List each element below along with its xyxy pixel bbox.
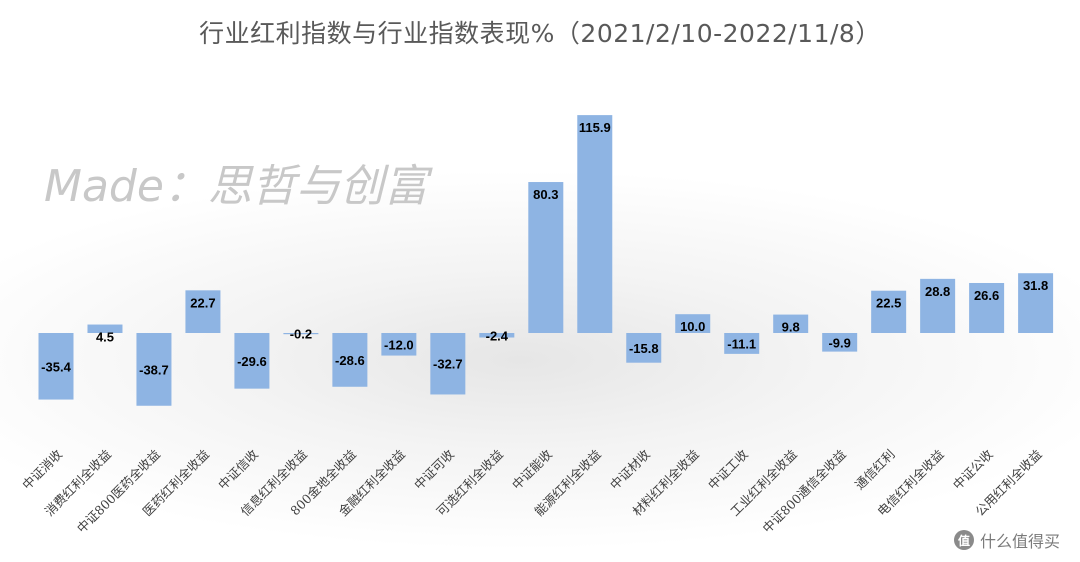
data-label-16: 9.8 bbox=[782, 320, 800, 335]
data-label-2: 4.5 bbox=[96, 330, 114, 345]
bar-11 bbox=[528, 182, 564, 333]
category-label-15: 中证工收 bbox=[705, 446, 751, 492]
data-label-21: 31.8 bbox=[1023, 278, 1048, 293]
bar-1 bbox=[38, 333, 74, 400]
bar-7 bbox=[332, 333, 368, 387]
bar-15 bbox=[724, 333, 760, 354]
bar-20 bbox=[969, 282, 1005, 333]
data-label-7: -28.6 bbox=[335, 353, 365, 368]
category-label-18: 通信红利 bbox=[852, 447, 898, 493]
data-label-3: -38.7 bbox=[139, 362, 169, 377]
bar-3 bbox=[136, 333, 172, 406]
chart-title: 行业红利指数与行业指数表现%（2021/2/10-2022/11/8） bbox=[199, 19, 881, 48]
category-label-20: 中证公收 bbox=[950, 446, 996, 492]
bar-2 bbox=[87, 324, 123, 333]
site-logo: 值 什么值得买 bbox=[953, 528, 1060, 552]
bar-9 bbox=[430, 333, 466, 395]
bar-16 bbox=[773, 314, 809, 333]
data-label-19: 28.8 bbox=[925, 284, 950, 299]
bar-13 bbox=[626, 333, 662, 363]
category-label-11: 中证能收 bbox=[509, 446, 555, 492]
watermark-text: Made：思哲与创富 bbox=[44, 161, 428, 212]
logo-icon: 值 bbox=[953, 530, 974, 550]
category-label-17: 中证800通信全收益 bbox=[759, 447, 848, 536]
data-label-12: 115.9 bbox=[579, 120, 611, 135]
bar-17 bbox=[822, 333, 858, 352]
data-label-9: -32.7 bbox=[433, 357, 463, 372]
data-label-5: -29.6 bbox=[237, 354, 267, 369]
bar-5 bbox=[234, 333, 270, 389]
bar-4 bbox=[185, 290, 221, 333]
category-label-3: 中证800医药全收益 bbox=[74, 447, 163, 536]
data-label-20: 26.6 bbox=[974, 288, 999, 303]
data-label-6: -0.2 bbox=[290, 327, 312, 342]
bar-14 bbox=[675, 314, 711, 333]
category-label-13: 中证材收 bbox=[607, 446, 653, 492]
data-label-10: -2.4 bbox=[486, 328, 509, 343]
category-label-5: 中证信收 bbox=[215, 446, 261, 492]
data-label-1: -35.4 bbox=[41, 359, 71, 374]
data-label-18: 22.5 bbox=[876, 296, 901, 311]
bar-19 bbox=[920, 278, 956, 333]
bar-10 bbox=[479, 333, 515, 338]
bar-21 bbox=[1018, 273, 1054, 333]
category-label-1: 中证消收 bbox=[19, 446, 65, 492]
data-label-14: 10.0 bbox=[680, 319, 705, 334]
data-label-11: 80.3 bbox=[533, 187, 558, 202]
data-label-15: -11.1 bbox=[727, 336, 756, 351]
data-label-8: -12.0 bbox=[384, 337, 414, 352]
data-label-17: -9.9 bbox=[828, 335, 850, 350]
category-label-9: 中证可收 bbox=[411, 446, 457, 492]
data-label-4: 22.7 bbox=[190, 295, 215, 310]
bar-8 bbox=[381, 333, 417, 356]
data-label-13: -15.8 bbox=[629, 341, 659, 356]
bar-12 bbox=[577, 115, 613, 333]
bar-18 bbox=[871, 290, 907, 333]
bar-6 bbox=[283, 333, 319, 335]
logo-text: 什么值得买 bbox=[979, 532, 1060, 551]
